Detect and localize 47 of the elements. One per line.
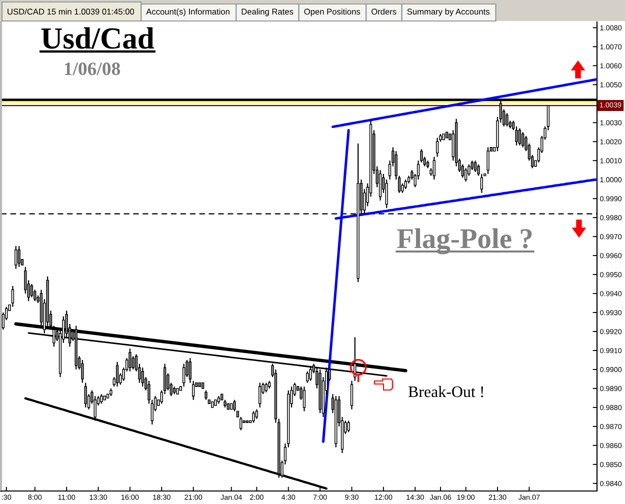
text: USD/CAD 15 min 1.0039 01:45:00 bbox=[8, 8, 134, 15]
candlestick bbox=[18, 246, 20, 268]
candlestick bbox=[81, 359, 84, 384]
candlestick bbox=[302, 386, 306, 412]
candlestick bbox=[192, 380, 195, 400]
candlestick bbox=[182, 363, 186, 388]
candlestick bbox=[84, 382, 87, 408]
candlestick bbox=[506, 112, 508, 127]
annotation: Break-Out ! bbox=[408, 386, 484, 398]
candlestick bbox=[436, 137, 439, 158]
candlestick bbox=[515, 126, 518, 146]
candlestick bbox=[518, 128, 522, 146]
annotation: Flag-Pole ? bbox=[397, 228, 532, 254]
text: Open Positions bbox=[304, 8, 360, 16]
candlestick bbox=[522, 132, 524, 148]
candlestick bbox=[404, 179, 407, 190]
candlestick bbox=[132, 356, 134, 370]
candlestick bbox=[486, 146, 490, 174]
candlestick bbox=[264, 382, 268, 393]
candlestick bbox=[141, 367, 144, 388]
candlestick bbox=[378, 170, 382, 202]
text: Account(s) Information bbox=[146, 8, 230, 16]
candlestick bbox=[252, 410, 255, 424]
candlestick bbox=[306, 370, 309, 384]
candlestick bbox=[11, 285, 14, 308]
candlestick bbox=[188, 358, 192, 384]
text: Dealing Rates bbox=[242, 8, 294, 16]
candlestick bbox=[150, 399, 154, 426]
candlestick bbox=[116, 361, 119, 388]
text: Orders bbox=[372, 8, 396, 15]
candlestick bbox=[350, 380, 354, 410]
line-series bbox=[331, 78, 597, 128]
candlestick bbox=[347, 420, 350, 433]
candlestick bbox=[14, 246, 18, 270]
candlestick bbox=[255, 408, 258, 420]
candlestick bbox=[474, 160, 477, 173]
chart-title: Usd/Cad bbox=[41, 27, 154, 49]
candlestick bbox=[204, 390, 208, 400]
candlestick bbox=[100, 394, 103, 404]
candlestick bbox=[128, 348, 132, 372]
candlestick bbox=[464, 168, 468, 182]
text: 1/06/08 bbox=[64, 62, 120, 76]
candlestick bbox=[258, 382, 262, 408]
candlestick bbox=[30, 283, 34, 298]
candlestick bbox=[148, 380, 150, 404]
text: Summary by Accounts bbox=[407, 8, 490, 16]
candlestick bbox=[432, 156, 436, 180]
